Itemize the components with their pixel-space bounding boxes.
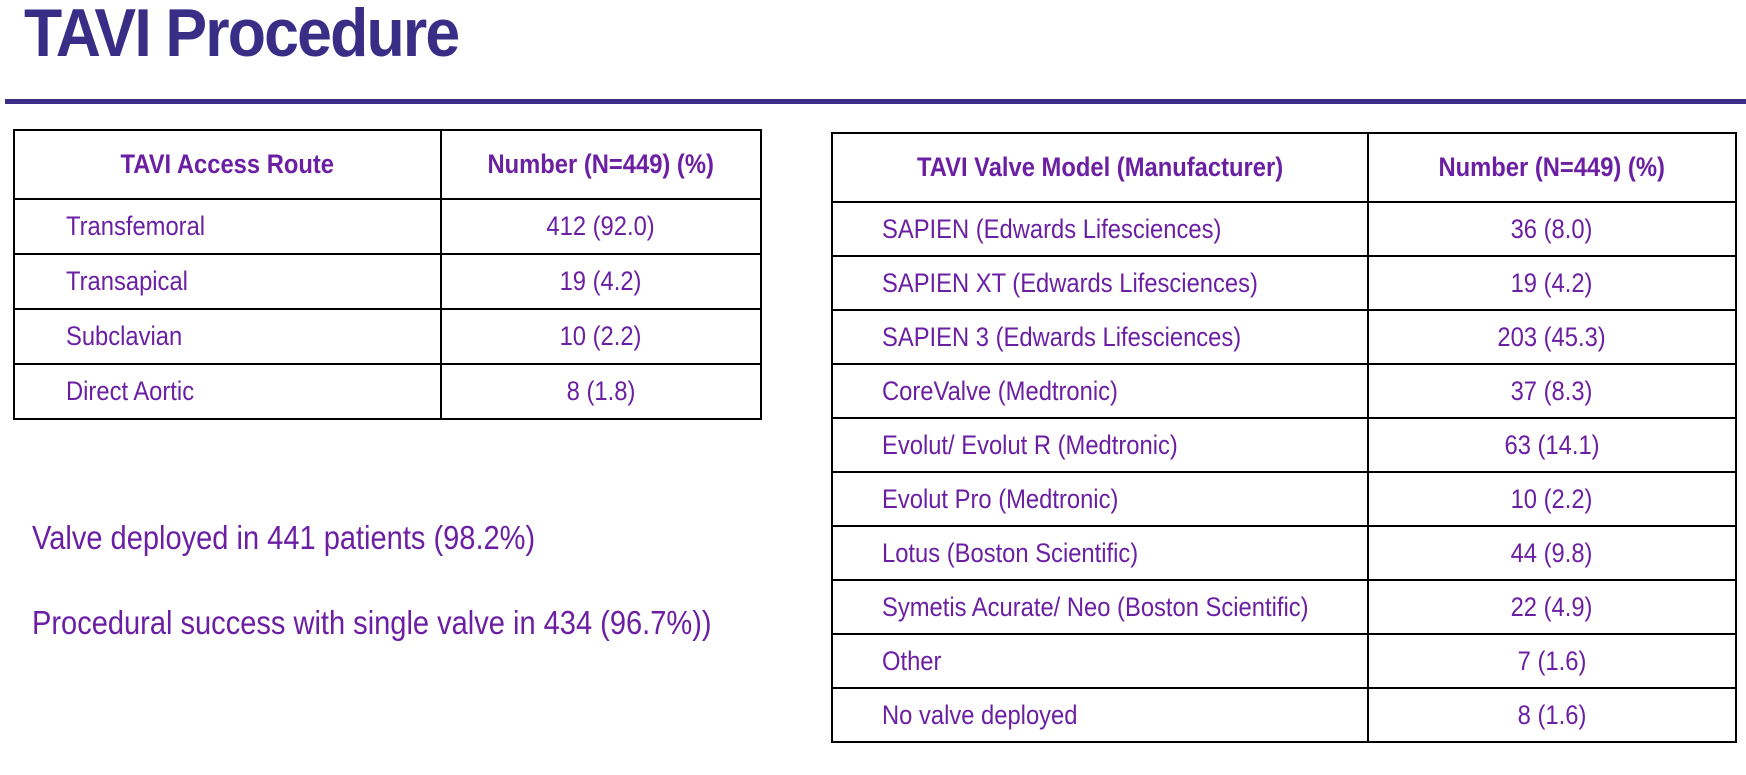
- column-header-number: Number (N=449) (%): [1367, 132, 1737, 203]
- valve-model-cell: Evolut/ Evolut R (Medtronic): [831, 417, 1369, 473]
- table-row: SAPIEN 3 (Edwards Lifesciences) 203 (45.…: [831, 309, 1737, 365]
- number-cell: 37 (8.3): [1367, 363, 1737, 419]
- valve-model-cell: SAPIEN 3 (Edwards Lifesciences): [831, 309, 1369, 365]
- table-row: Transapical 19 (4.2): [13, 253, 762, 310]
- number-cell: 19 (4.2): [440, 253, 762, 310]
- table-row: SAPIEN (Edwards Lifesciences) 36 (8.0): [831, 201, 1737, 257]
- table-row: Other 7 (1.6): [831, 633, 1737, 689]
- number-cell: 10 (2.2): [1367, 471, 1737, 527]
- table-row: Lotus (Boston Scientific) 44 (9.8): [831, 525, 1737, 581]
- number-cell: 36 (8.0): [1367, 201, 1737, 257]
- table-header-row: TAVI Access Route Number (N=449) (%): [13, 129, 762, 200]
- access-route-cell: Transapical: [13, 253, 442, 310]
- title-divider: [5, 99, 1746, 104]
- table-row: Evolut/ Evolut R (Medtronic) 63 (14.1): [831, 417, 1737, 473]
- access-route-cell: Direct Aortic: [13, 363, 442, 420]
- valve-model-cell: Evolut Pro (Medtronic): [831, 471, 1369, 527]
- table-row: Symetis Acurate/ Neo (Boston Scientific)…: [831, 579, 1737, 635]
- valve-model-table: TAVI Valve Model (Manufacturer) Number (…: [831, 132, 1737, 743]
- table-row: Transfemoral 412 (92.0): [13, 198, 762, 255]
- page-title: TAVI Procedure: [24, 0, 460, 71]
- number-cell: 8 (1.8): [440, 363, 762, 420]
- table-row: No valve deployed 8 (1.6): [831, 687, 1737, 743]
- valve-model-cell: CoreValve (Medtronic): [831, 363, 1369, 419]
- valve-model-cell: Other: [831, 633, 1369, 689]
- table-row: Evolut Pro (Medtronic) 10 (2.2): [831, 471, 1737, 527]
- column-header-valve-model: TAVI Valve Model (Manufacturer): [831, 132, 1369, 203]
- access-route-table: TAVI Access Route Number (N=449) (%) Tra…: [13, 129, 762, 420]
- table-header-row: TAVI Valve Model (Manufacturer) Number (…: [831, 132, 1737, 203]
- number-cell: 10 (2.2): [440, 308, 762, 365]
- number-cell: 412 (92.0): [440, 198, 762, 255]
- valve-model-cell: Lotus (Boston Scientific): [831, 525, 1369, 581]
- valve-model-cell: No valve deployed: [831, 687, 1369, 743]
- number-cell: 44 (9.8): [1367, 525, 1737, 581]
- number-cell: 63 (14.1): [1367, 417, 1737, 473]
- access-route-cell: Subclavian: [13, 308, 442, 365]
- valve-model-cell: Symetis Acurate/ Neo (Boston Scientific): [831, 579, 1369, 635]
- access-route-cell: Transfemoral: [13, 198, 442, 255]
- valve-deployed-note: Valve deployed in 441 patients (98.2%): [32, 519, 536, 556]
- procedural-success-note: Procedural success with single valve in …: [32, 604, 712, 641]
- column-header-access-route: TAVI Access Route: [13, 129, 442, 200]
- column-header-number: Number (N=449) (%): [440, 129, 762, 200]
- number-cell: 8 (1.6): [1367, 687, 1737, 743]
- number-cell: 22 (4.9): [1367, 579, 1737, 635]
- number-cell: 19 (4.2): [1367, 255, 1737, 311]
- table-row: SAPIEN XT (Edwards Lifesciences) 19 (4.2…: [831, 255, 1737, 311]
- table-row: Direct Aortic 8 (1.8): [13, 363, 762, 420]
- table-row: Subclavian 10 (2.2): [13, 308, 762, 365]
- number-cell: 7 (1.6): [1367, 633, 1737, 689]
- number-cell: 203 (45.3): [1367, 309, 1737, 365]
- valve-model-cell: SAPIEN (Edwards Lifesciences): [831, 201, 1369, 257]
- table-row: CoreValve (Medtronic) 37 (8.3): [831, 363, 1737, 419]
- valve-model-cell: SAPIEN XT (Edwards Lifesciences): [831, 255, 1369, 311]
